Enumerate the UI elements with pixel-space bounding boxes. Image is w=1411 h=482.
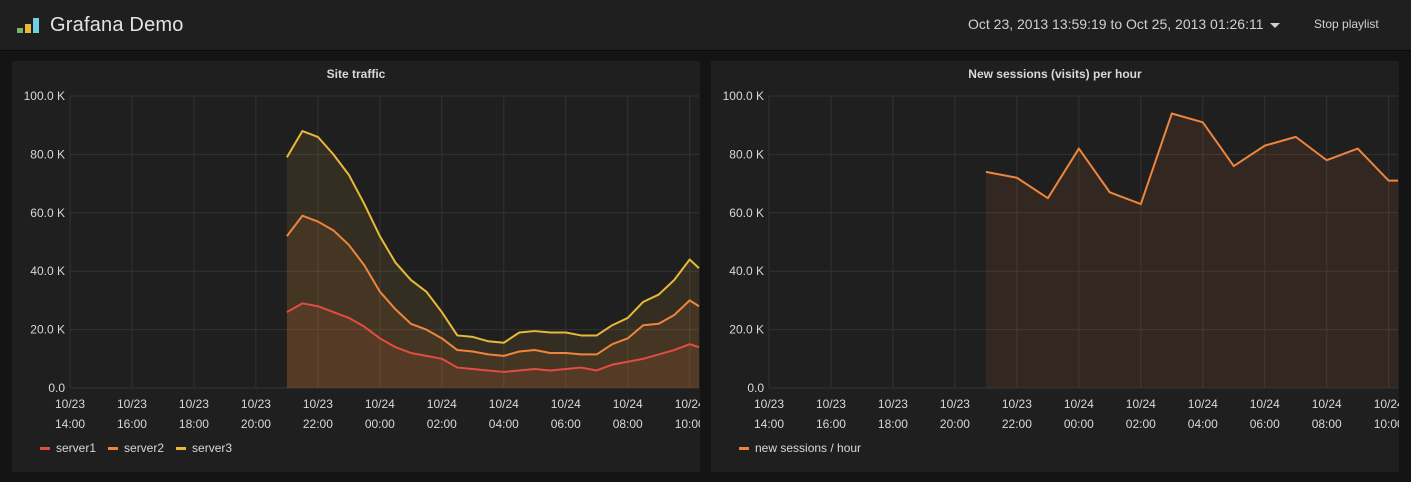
legend-label: server2 [124, 441, 165, 455]
dashboard-title: Grafana Demo [50, 13, 184, 36]
y-tick-label: 20.0 K [729, 323, 764, 337]
x-tick-time-label: 18:00 [878, 417, 908, 431]
y-tick-label: 100.0 K [24, 89, 65, 103]
x-tick-time-label: 00:00 [1064, 417, 1094, 431]
x-tick-date-label: 10/24 [1188, 397, 1218, 411]
x-tick-time-label: 04:00 [489, 417, 519, 431]
x-tick-time-label: 10:00 [1374, 417, 1399, 431]
x-tick-time-label: 20:00 [940, 417, 970, 431]
x-tick-time-label: 14:00 [754, 417, 784, 431]
x-tick-date-label: 10/23 [55, 397, 85, 411]
x-tick-date-label: 10/23 [1002, 397, 1032, 411]
legend-swatch [40, 446, 50, 450]
panel-title[interactable]: Site traffic [326, 67, 386, 81]
x-tick-date-label: 10/23 [940, 397, 970, 411]
x-tick-date-label: 10/24 [1064, 397, 1094, 411]
x-tick-date-label: 10/24 [427, 397, 457, 411]
y-tick-label: 40.0 K [30, 264, 65, 278]
site-traffic-panel: Site traffic 0.0 20.0 K 40.0 K 60.0 K 80.0 K… [12, 61, 700, 472]
site-traffic-legend: server1 server2 server3 [40, 441, 232, 455]
y-tick-label: 80.0 K [729, 147, 764, 161]
x-tick-time-label: 16:00 [816, 417, 846, 431]
legend-item[interactable]: server2 [108, 441, 164, 455]
x-tick-date-label: 10/24 [675, 397, 700, 411]
x-tick-time-label: 06:00 [1250, 417, 1280, 431]
x-tick-date-label: 10/23 [754, 397, 784, 411]
legend-label: new sessions / hour [755, 441, 862, 455]
x-tick-date-label: 10/24 [613, 397, 643, 411]
legend-swatch [176, 446, 187, 450]
x-tick-date-label: 10/24 [489, 397, 519, 411]
y-tick-label: 0.0 [747, 381, 764, 395]
series-line-0 [985, 112, 1398, 206]
x-tick-date-label: 10/23 [816, 397, 846, 411]
x-tick-time-label: 06:00 [551, 417, 581, 431]
x-tick-date-label: 10/23 [878, 397, 908, 411]
y-tick-label: 60.0 K [729, 206, 764, 220]
legend-swatch [739, 446, 749, 450]
grafana-logo-icon [17, 18, 39, 33]
x-tick-date-label: 10/23 [241, 397, 271, 411]
time-range-picker[interactable]: Oct 23, 2013 13:59:19 to Oct 25, 2013 01… [968, 16, 1280, 32]
x-tick-time-label: 00:00 [365, 417, 395, 431]
x-tick-time-label: 22:00 [1002, 417, 1032, 431]
x-tick-date-label: 10/24 [1250, 397, 1280, 411]
legend-item[interactable]: server3 [176, 441, 232, 455]
x-tick-date-label: 10/24 [1126, 397, 1156, 411]
legend-label: server1 [56, 441, 97, 455]
series-area-0 [286, 303, 699, 388]
legend-swatch [108, 446, 119, 450]
legend-item[interactable]: new sessions / hour [739, 441, 861, 455]
series-area-0 [985, 113, 1398, 388]
y-tick-label: 20.0 K [30, 323, 65, 337]
x-tick-time-label: 14:00 [55, 417, 85, 431]
x-tick-time-label: 04:00 [1188, 417, 1218, 431]
new-sessions-legend: new sessions / hour [739, 441, 861, 455]
series-line-0 [286, 302, 700, 373]
x-tick-time-label: 02:00 [1126, 417, 1156, 431]
legend-label: server3 [192, 441, 233, 455]
caret-down-icon [1269, 22, 1280, 28]
stop-playlist-button[interactable]: Stop playlist [1314, 17, 1379, 31]
x-tick-date-label: 10/24 [551, 397, 581, 411]
x-tick-date-label: 10/23 [179, 397, 209, 411]
legend-item[interactable]: server1 [40, 441, 96, 455]
y-tick-label: 40.0 K [729, 264, 764, 278]
panel-title[interactable]: New sessions (visits) per hour [968, 67, 1142, 81]
x-tick-date-label: 10/23 [303, 397, 333, 411]
y-tick-label: 0.0 [48, 381, 65, 395]
x-tick-time-label: 22:00 [303, 417, 333, 431]
time-range-label: Oct 23, 2013 13:59:19 to Oct 25, 2013 01… [968, 16, 1264, 32]
x-tick-date-label: 10/23 [117, 397, 147, 411]
series-line-1 [286, 214, 700, 357]
x-tick-time-label: 18:00 [179, 417, 209, 431]
x-tick-time-label: 20:00 [241, 417, 271, 431]
series-line-2 [286, 130, 700, 344]
y-tick-label: 100.0 K [723, 89, 764, 103]
site-traffic-chart: 0.0 20.0 K 40.0 K 60.0 K 80.0 K 100.0 K 10/23 1… [24, 89, 700, 431]
series-area-2 [286, 131, 699, 388]
x-tick-time-label: 16:00 [117, 417, 147, 431]
x-tick-time-label: 08:00 [613, 417, 643, 431]
x-tick-time-label: 02:00 [427, 417, 457, 431]
x-tick-date-label: 10/24 [1312, 397, 1342, 411]
top-navbar: Grafana Demo Oct 23, 2013 13:59:19 to Oc… [0, 0, 1411, 51]
y-tick-label: 60.0 K [30, 206, 65, 220]
x-tick-time-label: 08:00 [1312, 417, 1342, 431]
x-tick-time-label: 10:00 [675, 417, 700, 431]
new-sessions-chart: 0.0 20.0 K 40.0 K 60.0 K 80.0 K 100.0 K 10/23 1… [723, 89, 1399, 431]
y-tick-label: 80.0 K [30, 147, 65, 161]
new-sessions-panel: New sessions (visits) per hour 0.0 20.0 K… [711, 61, 1399, 472]
x-tick-date-label: 10/24 [365, 397, 395, 411]
x-tick-date-label: 10/24 [1374, 397, 1399, 411]
brand[interactable]: Grafana Demo [16, 12, 184, 38]
